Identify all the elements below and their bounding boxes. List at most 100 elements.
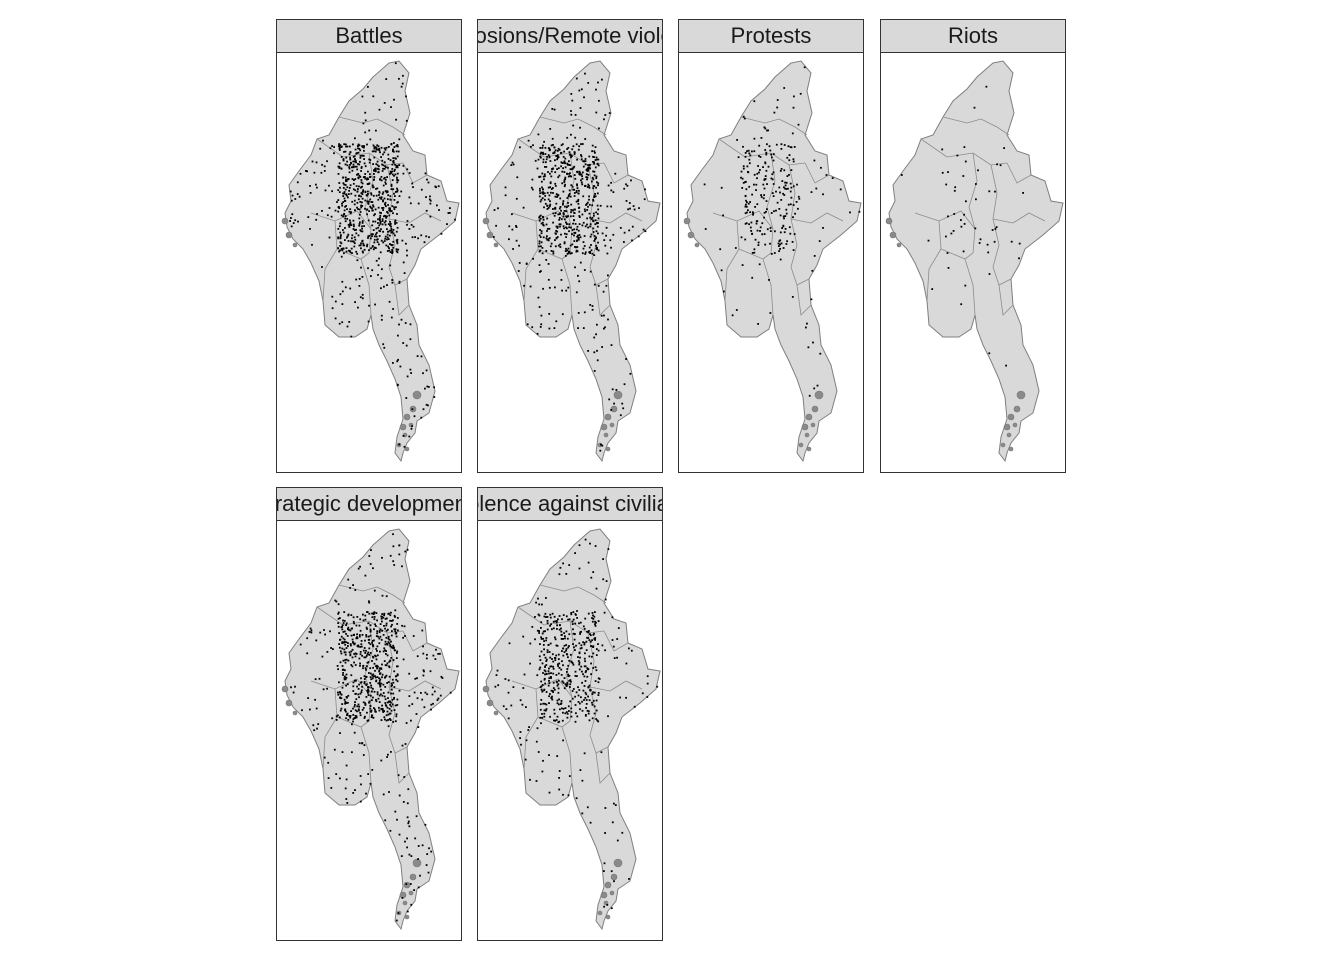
event-point bbox=[357, 188, 359, 190]
event-point bbox=[385, 636, 388, 639]
event-point bbox=[344, 215, 347, 217]
event-point bbox=[596, 162, 599, 165]
event-point bbox=[535, 740, 538, 743]
event-point bbox=[750, 230, 753, 232]
event-point bbox=[594, 545, 597, 547]
event-point bbox=[378, 191, 381, 194]
event-point bbox=[539, 716, 542, 719]
event-point bbox=[373, 176, 376, 178]
event-point bbox=[570, 226, 572, 229]
event-point bbox=[548, 680, 550, 682]
event-point bbox=[337, 625, 340, 628]
event-point bbox=[339, 661, 342, 664]
event-point bbox=[543, 715, 546, 718]
event-point bbox=[552, 691, 554, 693]
event-point bbox=[747, 202, 750, 205]
event-point bbox=[380, 314, 383, 317]
event-point bbox=[357, 163, 359, 165]
event-point bbox=[378, 667, 381, 670]
event-point bbox=[342, 631, 345, 633]
event-point bbox=[345, 194, 348, 197]
event-point bbox=[408, 196, 411, 199]
event-point bbox=[375, 700, 378, 703]
event-point bbox=[493, 209, 496, 211]
event-point bbox=[321, 266, 323, 268]
event-point bbox=[331, 295, 334, 298]
event-point bbox=[761, 233, 764, 236]
event-point bbox=[606, 205, 609, 208]
event-point bbox=[562, 614, 565, 616]
event-point bbox=[395, 715, 398, 718]
event-point bbox=[337, 691, 339, 694]
event-point bbox=[782, 225, 785, 228]
event-point bbox=[314, 678, 317, 681]
event-point bbox=[334, 599, 337, 602]
event-point bbox=[511, 228, 514, 231]
event-point bbox=[425, 403, 428, 406]
event-point bbox=[962, 175, 965, 177]
event-point bbox=[344, 675, 346, 678]
event-point bbox=[291, 213, 294, 216]
event-point bbox=[410, 427, 413, 430]
event-point bbox=[385, 650, 387, 652]
event-point bbox=[758, 171, 760, 174]
event-point bbox=[564, 178, 566, 181]
event-point bbox=[375, 194, 378, 197]
event-point bbox=[779, 214, 782, 217]
event-point bbox=[365, 684, 368, 686]
event-point bbox=[542, 630, 545, 633]
event-point bbox=[550, 175, 553, 178]
event-point bbox=[551, 137, 554, 140]
event-point bbox=[372, 194, 375, 197]
event-point bbox=[384, 201, 387, 204]
event-point bbox=[386, 212, 389, 214]
event-point bbox=[598, 99, 600, 102]
island bbox=[610, 873, 618, 881]
event-point bbox=[594, 639, 596, 641]
island bbox=[896, 242, 902, 248]
event-point bbox=[355, 624, 358, 627]
event-point bbox=[577, 234, 579, 237]
event-point bbox=[384, 664, 387, 666]
event-point bbox=[542, 223, 544, 226]
event-point bbox=[794, 212, 796, 215]
event-point bbox=[628, 229, 631, 232]
event-point bbox=[354, 194, 357, 197]
event-point bbox=[429, 199, 432, 202]
event-point bbox=[389, 243, 391, 245]
event-point bbox=[390, 106, 392, 108]
event-point bbox=[547, 684, 550, 687]
event-point bbox=[347, 223, 350, 226]
event-point bbox=[378, 630, 381, 632]
event-point bbox=[538, 250, 541, 253]
event-point bbox=[557, 687, 560, 690]
event-point bbox=[358, 185, 360, 188]
event-point bbox=[429, 195, 431, 198]
event-point bbox=[355, 161, 357, 164]
event-point bbox=[408, 695, 411, 697]
event-point bbox=[359, 244, 362, 247]
event-point bbox=[323, 629, 325, 631]
event-point bbox=[347, 628, 349, 631]
event-point bbox=[581, 709, 584, 712]
event-point bbox=[588, 246, 591, 249]
event-point bbox=[587, 169, 590, 172]
event-point bbox=[594, 623, 596, 625]
event-point bbox=[996, 163, 998, 166]
event-point bbox=[576, 225, 579, 228]
event-point bbox=[560, 630, 563, 633]
event-point bbox=[558, 218, 561, 221]
event-point bbox=[363, 656, 366, 659]
event-point bbox=[543, 648, 545, 651]
event-point bbox=[379, 178, 381, 181]
event-point bbox=[571, 148, 574, 151]
event-point bbox=[558, 698, 560, 701]
event-point bbox=[556, 236, 559, 238]
event-point bbox=[546, 651, 549, 654]
event-point bbox=[377, 222, 379, 224]
event-point bbox=[994, 190, 996, 193]
event-point bbox=[364, 173, 367, 175]
event-point bbox=[374, 169, 377, 172]
event-point bbox=[352, 720, 354, 723]
event-point bbox=[782, 192, 784, 195]
